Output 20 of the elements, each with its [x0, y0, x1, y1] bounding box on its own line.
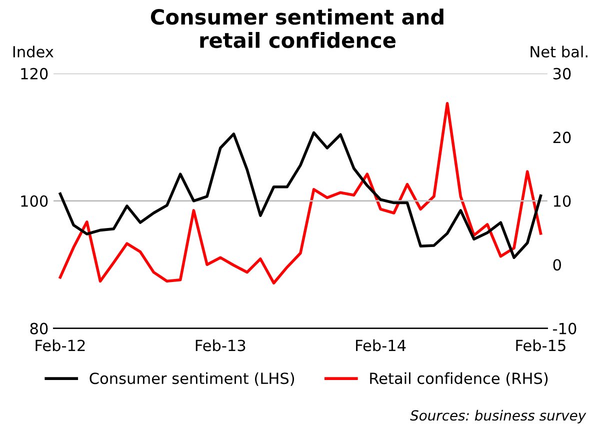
line-series — [58, 102, 542, 284]
legend-label: Retail confidence (RHS) — [370, 372, 548, 386]
x-tick-label: Feb-12 — [36, 339, 85, 352]
y2-tick-label: 0 — [553, 259, 561, 271]
y2-tick-label: 30 — [553, 68, 571, 80]
y-tick-label: 120 — [21, 68, 48, 80]
legend-label: Consumer sentiment (LHS) — [90, 372, 294, 386]
line-series — [58, 131, 542, 259]
chart-title: Consumer sentiment and retail confidence — [150, 8, 444, 48]
y-axis-title: Index — [13, 46, 54, 58]
y2-axis-title: Net bal. — [530, 46, 588, 58]
x-tick-label: Feb-14 — [356, 339, 406, 352]
y2-tick-label: 20 — [553, 132, 571, 144]
source-note: Sources: business survey — [410, 410, 586, 424]
y2-tick-label: 10 — [554, 195, 571, 207]
y-tick-label: 100 — [21, 195, 48, 207]
y2-tick-label: -10 — [553, 322, 576, 334]
x-tick-label: Feb-15 — [516, 339, 566, 352]
x-tick-label: Feb-13 — [196, 339, 246, 352]
y-tick-label: 80 — [30, 322, 48, 334]
